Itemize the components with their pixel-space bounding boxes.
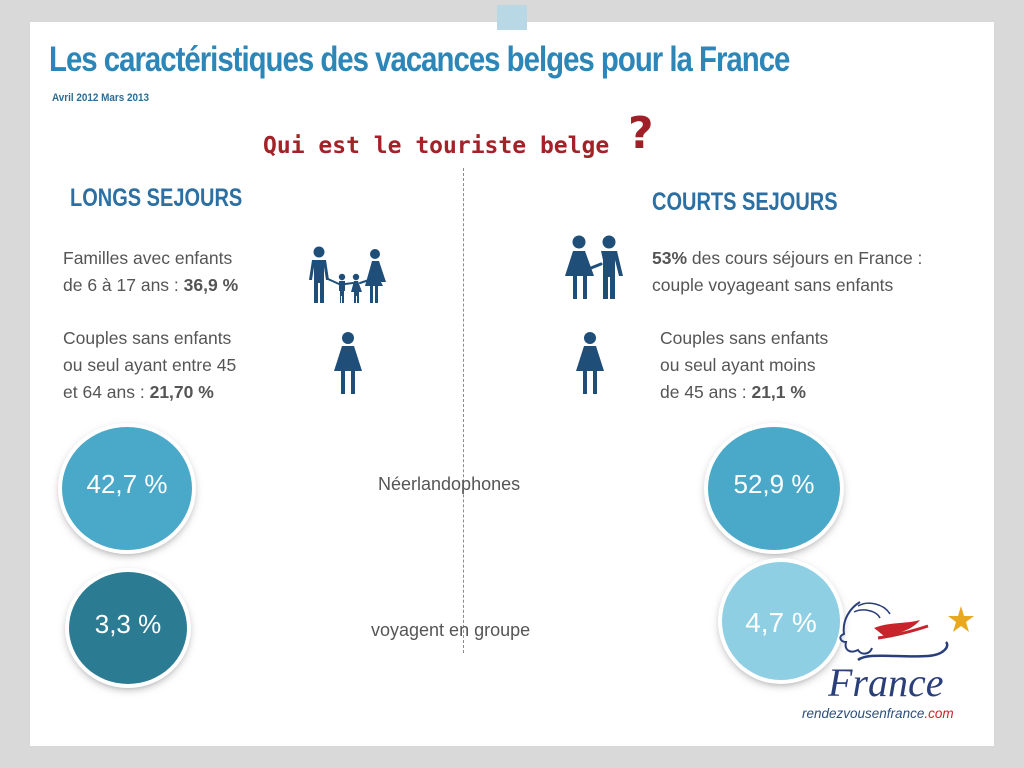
groups-long-value: 3,3 % (94, 609, 162, 639)
couple-icon (565, 235, 623, 299)
short-couples-value: 53% (652, 248, 688, 268)
mature-couples-value: 21,70 % (149, 382, 214, 402)
short-couples-text: 53% des cours séjours en France : couple… (652, 245, 922, 299)
young-couples-value: 21,1 % (751, 382, 806, 402)
page-title: Les caractéristiques des vacances belges… (49, 40, 790, 79)
dutch-speakers-long-circle: 42,7 % (62, 427, 192, 550)
website-link[interactable]: rendezvousenfrance.com (802, 706, 954, 721)
groups-short-value: 4,7 % (745, 607, 817, 638)
france-logo: France (828, 601, 974, 703)
young-couples-text: Couples sans enfants ou seul ayant moins… (660, 325, 828, 406)
mature-couples-line1: Couples sans enfants (63, 328, 232, 348)
dutch-speakers-short-circle: 52,9 % (708, 427, 840, 550)
short-couples-line1: 53% des cours séjours en France : (652, 248, 923, 268)
france-logo-text: France (828, 660, 944, 703)
page-subtitle-period: Avril 2012 Mars 2013 (52, 92, 150, 104)
mature-couples-text: Couples sans enfants ou seul ayant entre… (63, 325, 236, 406)
dutch-speakers-label: Néerlandophones (378, 474, 521, 494)
mature-couples-line2: ou seul ayant entre 45 (63, 355, 237, 375)
mature-couples-line3: et 64 ans : 21,70 % (63, 382, 214, 402)
slide-tab-decoration (497, 5, 527, 30)
short-couples-line2: couple voyageant sans enfants (652, 275, 894, 295)
groups-long-circle: 3,3 % (69, 572, 187, 684)
woman-icon-right (576, 332, 604, 394)
center-divider (463, 168, 464, 653)
question-mark: ? (628, 108, 654, 159)
long-stays-heading: LONGS SEJOURS (70, 184, 243, 212)
young-couples-line1: Couples sans enfants (660, 328, 829, 348)
groups-label: voyagent en groupe (371, 620, 531, 640)
groups-short-circle: 4,7 % (722, 562, 840, 680)
dutch-speakers-short-value: 52,9 % (733, 469, 815, 499)
question-heading: Qui est le touriste belge (263, 133, 610, 159)
woman-icon-left (334, 332, 362, 394)
marianne-profile-icon (839, 601, 929, 655)
short-stays-heading: COURTS SEJOURS (652, 188, 838, 216)
star-icon (948, 606, 974, 632)
families-line2: de 6 à 17 ans : 36,9 % (63, 275, 239, 295)
families-line1: Familles avec enfants (63, 248, 233, 268)
families-text: Familles avec enfants de 6 à 17 ans : 36… (63, 245, 238, 299)
young-couples-line3: de 45 ans : 21,1 % (660, 382, 806, 402)
dutch-speakers-long-value: 42,7 % (86, 469, 168, 499)
families-value: 36,9 % (183, 275, 239, 295)
family-icon (309, 246, 386, 303)
young-couples-line2: ou seul ayant moins (660, 355, 816, 375)
